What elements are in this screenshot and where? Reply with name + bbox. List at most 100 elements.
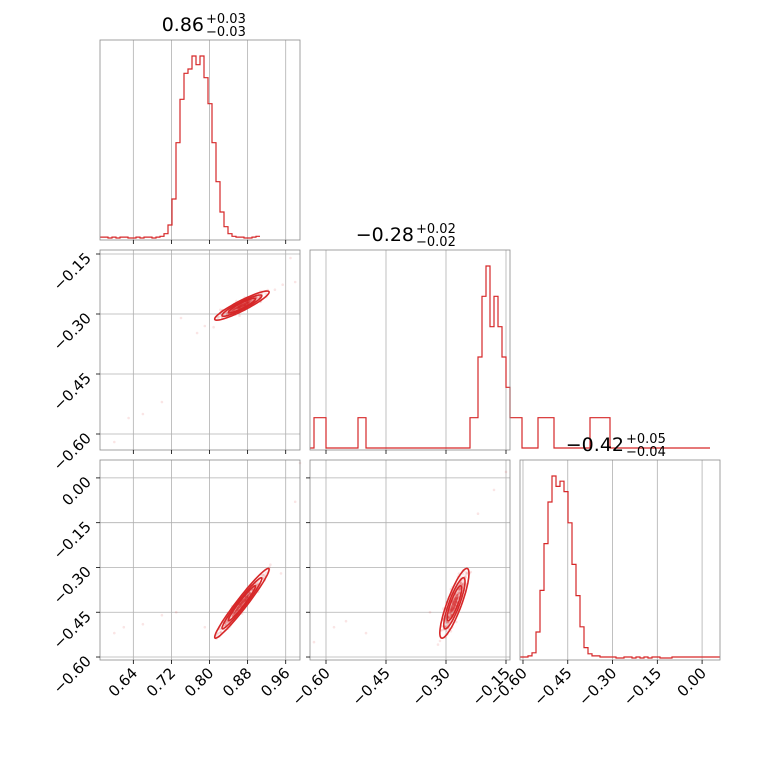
sample-point [446, 622, 450, 625]
sample-point [466, 571, 469, 574]
x-tick-label: 0.80 [181, 664, 217, 700]
sample-point [465, 572, 469, 575]
histogram-2 [520, 475, 720, 659]
outlier-point [141, 622, 145, 626]
sample-point [447, 616, 451, 619]
outlier-point [312, 640, 316, 644]
contour-level-3 [234, 593, 250, 613]
x-tick-label: −0.45 [530, 664, 575, 709]
sample-point [225, 311, 228, 315]
x-tick-label: −0.30 [409, 664, 454, 709]
outlier-point [289, 256, 292, 260]
contour-level-1 [443, 577, 466, 630]
sample-point [219, 631, 222, 634]
sample-point [248, 591, 251, 594]
y-tick-label: −0.60 [50, 652, 95, 697]
sample-point [459, 581, 463, 585]
title-minus-1: −0.02 [416, 235, 456, 250]
sample-points [312, 470, 508, 646]
sample-point [459, 581, 462, 585]
panel-frame [99, 39, 301, 241]
sample-point [281, 283, 285, 287]
sample-point [464, 575, 467, 578]
sample-point [264, 292, 268, 296]
sample-point [448, 611, 452, 614]
sample-point [232, 308, 235, 312]
sample-point [456, 591, 460, 594]
x-tick-label: 0.72 [143, 664, 179, 700]
contour-level-0 [213, 567, 270, 639]
sample-point [449, 612, 452, 615]
sample-point [461, 578, 465, 582]
sample-point [461, 583, 464, 587]
y-tick-label: 0.00 [58, 473, 94, 509]
sample-point [447, 615, 451, 619]
sample-point [455, 620, 458, 624]
panel-frame [99, 459, 301, 661]
sample-point [457, 589, 461, 592]
sample-point [448, 612, 452, 616]
outlier-point [203, 625, 207, 629]
outlier-point [127, 416, 130, 420]
sample-point [460, 582, 464, 585]
contour-level-2 [227, 297, 257, 314]
y-tick-label: −0.30 [50, 563, 95, 608]
contour-level-0 [213, 290, 270, 322]
sample-point [446, 621, 449, 625]
x-axis-1: −0.60 −0.45 −0.30 −0.15 [289, 450, 514, 709]
sample-point [469, 570, 473, 574]
outlier-point [122, 625, 126, 629]
y-axis-2: −0.60−0.45−0.30−0.15 0.00 [50, 473, 310, 697]
sample-points [113, 256, 297, 444]
outlier-point [113, 440, 116, 444]
sample-point [225, 620, 228, 624]
x-tick-label: 0.88 [219, 664, 255, 700]
sample-point [460, 580, 463, 583]
sample-point [444, 621, 448, 624]
title-median-1: −0.28 [356, 224, 414, 246]
sample-point [461, 583, 465, 586]
sample-point [448, 612, 452, 615]
sample-point [248, 299, 252, 303]
title-plus-2: +0.05 [626, 432, 666, 447]
x-axis-2: −0.60 −0.45 −0.30 −0.15 0.00 [486, 660, 710, 709]
sample-point [248, 591, 251, 595]
scatter-panel-1-2 [309, 459, 511, 661]
sample-point [447, 616, 451, 619]
outlier-point [332, 625, 336, 629]
outlier-point [293, 500, 297, 504]
sample-point [195, 331, 199, 335]
outlier-point [113, 631, 116, 635]
sample-point [226, 621, 229, 625]
scatter-panel-0-2 [99, 459, 302, 661]
sample-point [219, 631, 222, 634]
sample-point [447, 613, 451, 617]
contour-level-1 [221, 577, 263, 630]
sample-point [216, 632, 219, 636]
title-plus-1: +0.02 [416, 222, 456, 237]
sample-point [460, 582, 463, 585]
panel-frame [309, 249, 511, 451]
outlier-point [344, 619, 348, 623]
contour-level-3 [234, 301, 250, 310]
sample-point [255, 296, 259, 300]
panel-frame [519, 459, 721, 661]
sample-point [457, 588, 461, 592]
sample-point [232, 308, 236, 311]
sample-point [269, 563, 272, 566]
sample-point [458, 590, 461, 594]
sample-point [212, 325, 215, 329]
sample-point [438, 639, 442, 643]
sample-point [457, 591, 461, 595]
outlier-point [504, 470, 508, 474]
sample-point [458, 587, 462, 591]
contour-level-2 [227, 585, 257, 622]
sample-point [249, 299, 252, 303]
scatter-panel-0-1 [99, 249, 301, 451]
sample-points [113, 461, 302, 640]
sample-point [436, 643, 440, 646]
sample-point [216, 631, 220, 635]
sample-point [459, 581, 463, 584]
sample-point [458, 589, 462, 592]
